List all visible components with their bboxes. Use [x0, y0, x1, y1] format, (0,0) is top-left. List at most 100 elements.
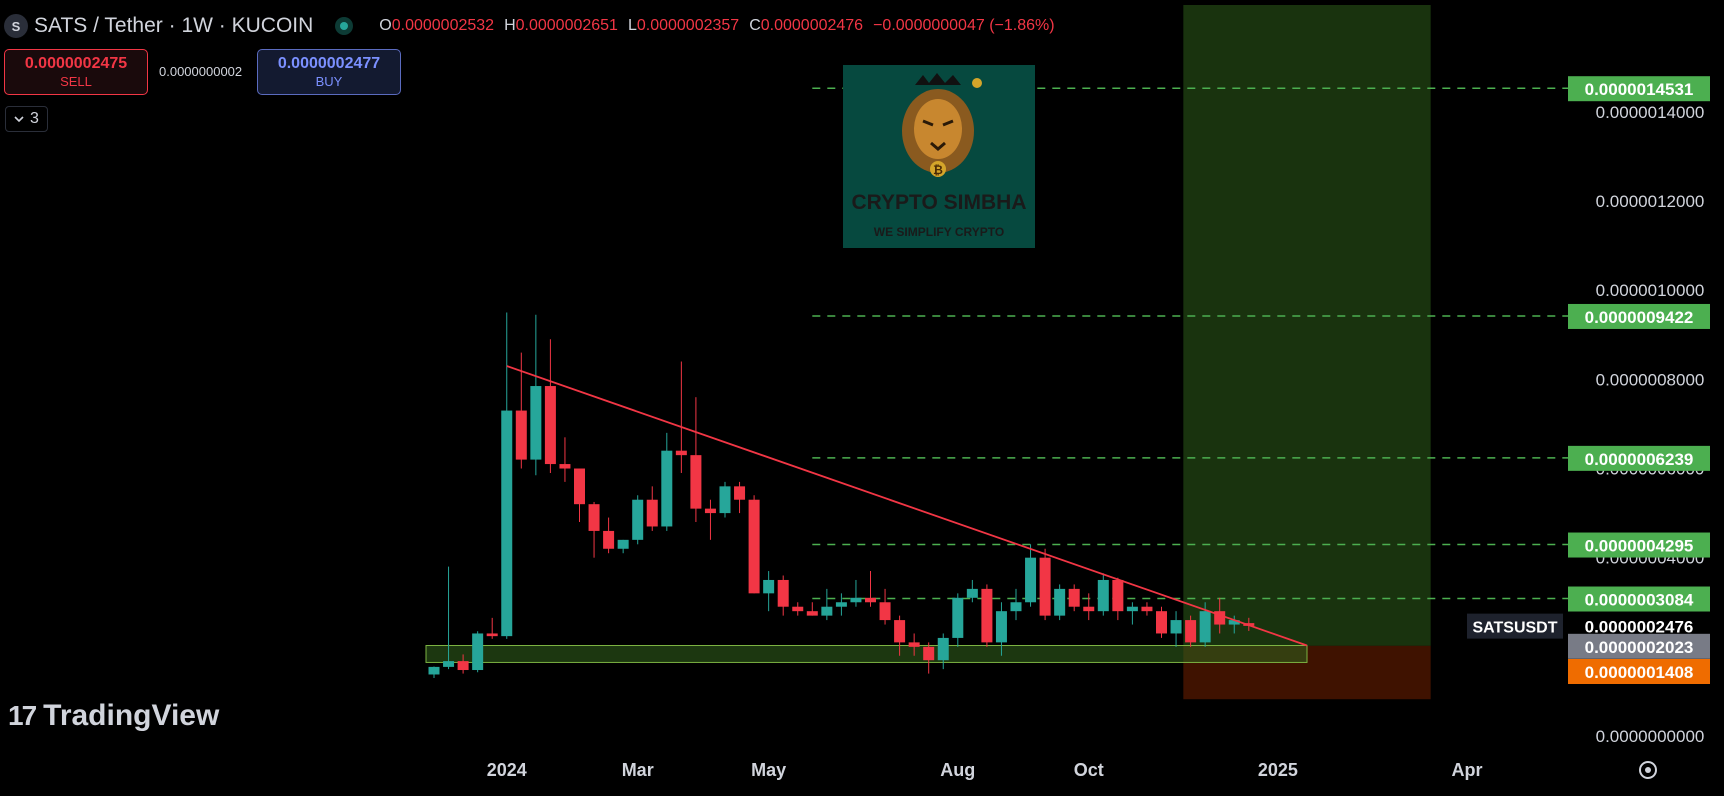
chevron-down-icon — [14, 116, 24, 123]
open-value: 0.0000002532 — [391, 17, 495, 34]
candle-body — [777, 579, 789, 607]
candle-body — [675, 450, 687, 456]
market-status-icon[interactable] — [335, 17, 354, 35]
symbol-badge[interactable]: S — [4, 14, 28, 38]
target-zone — [1183, 5, 1431, 646]
candle-body — [1097, 579, 1109, 612]
symbol-tag: SATSUSDT — [1472, 620, 1557, 637]
candle-body — [763, 579, 775, 594]
ohlc-open: O0.0000002532 — [379, 17, 495, 34]
candle-body — [1083, 606, 1095, 612]
candle-body — [937, 637, 949, 661]
stop-price-tag: 0.0000001408 — [1568, 659, 1710, 685]
x-tick-label: Mar — [622, 760, 654, 780]
y-tick-label: 0.0000012000 — [1596, 192, 1705, 211]
support-zone — [425, 645, 1308, 663]
candle-body — [952, 597, 964, 638]
symbol-tag-bg — [1467, 613, 1563, 639]
stop-price-tag-bg — [1568, 659, 1710, 685]
candle-body — [865, 597, 876, 603]
candle-body — [457, 661, 469, 671]
candle-body — [574, 468, 585, 505]
x-tick-label: May — [751, 760, 786, 780]
sell-label: SELL — [60, 74, 92, 89]
y-tick-label: 0.0000008000 — [1596, 370, 1705, 389]
symbol-title[interactable]: SATS / Tether · 1W · KUCOIN — [34, 14, 314, 37]
candle-body — [850, 597, 862, 603]
candle-body — [1228, 620, 1240, 625]
candle-body — [1068, 588, 1080, 607]
buy-button[interactable]: 0.0000002477 BUY — [257, 49, 401, 95]
candle-body — [544, 386, 556, 465]
candle-body — [1025, 557, 1037, 603]
logo-title: CRYPTO SIMBHA — [851, 191, 1027, 214]
spread-value: 0.0000000002 — [159, 64, 243, 79]
gear-icon[interactable] — [1639, 761, 1657, 779]
descending-trendline — [506, 365, 1308, 647]
entry-price-tag-bg — [1568, 633, 1710, 659]
target-price-tag-3: 0.0000006239 — [1568, 445, 1710, 471]
stop-price-tag-text: 0.0000001408 — [1585, 663, 1694, 682]
chart-header: S SATS / Tether · 1W · KUCOIN O0.0000002… — [4, 12, 1055, 40]
candle-body — [559, 464, 571, 469]
candle-body — [1112, 579, 1124, 612]
target-price-tag-5-bg — [1568, 586, 1710, 612]
target-price-tag-1-bg — [1568, 76, 1710, 102]
x-tick-label: Oct — [1074, 760, 1104, 780]
tradingview-brand[interactable]: 17 TradingView — [8, 699, 219, 733]
candle-body — [1170, 620, 1182, 634]
candle-body — [748, 499, 760, 594]
target-price-tag-4-bg — [1568, 532, 1710, 558]
entry-price-tag-text: 0.0000002023 — [1585, 638, 1694, 657]
tradingview-logo-icon: 17 — [8, 700, 37, 731]
entry-price-tag: 0.0000002023 — [1568, 633, 1710, 659]
candle-body — [1054, 588, 1066, 616]
target-price-tag-3-text: 0.0000006239 — [1585, 450, 1694, 469]
y-tick-label: 0.0000010000 — [1596, 281, 1705, 300]
candle-body — [1126, 606, 1138, 612]
candle-body — [1010, 602, 1022, 612]
candle-body — [515, 410, 527, 460]
candle-body — [981, 588, 993, 643]
candle-body — [1185, 620, 1197, 643]
target-price-tag-1: 0.0000014531 — [1568, 76, 1710, 102]
low-value: 0.0000002357 — [636, 17, 740, 34]
candle-body — [1214, 611, 1226, 625]
x-tick-label: 2024 — [487, 760, 527, 780]
indicators-toggle[interactable]: 3 — [5, 106, 48, 132]
target-price-tag-5-text: 0.0000003084 — [1585, 591, 1694, 610]
target-price-tag-1-text: 0.0000014531 — [1585, 80, 1694, 99]
candle-body — [879, 602, 891, 621]
target-price-tag-2-bg — [1568, 303, 1710, 329]
ohlc-close: C0.0000002476 — [749, 17, 864, 34]
candle-body — [995, 611, 1007, 643]
candle-body — [1199, 611, 1211, 643]
y-tick-label: 0.0000000000 — [1596, 727, 1705, 746]
y-tick-label: 0.0000014000 — [1596, 103, 1705, 122]
target-price-tag-4-text: 0.0000004295 — [1585, 537, 1694, 556]
price-change: −0.0000000047 (−1.86%) — [873, 17, 1055, 34]
ohlc-low: L0.0000002357 — [627, 17, 740, 34]
candle-body — [966, 588, 978, 598]
candle-body — [588, 504, 600, 531]
target-price-tag-3-bg — [1568, 445, 1710, 471]
sell-button[interactable]: 0.0000002475 SELL — [4, 49, 148, 95]
crypto-simbha-logo: ₿ CRYPTO SIMBHA WE SIMPLIFY CRYPTO — [843, 65, 1035, 248]
candle-body — [734, 486, 746, 500]
target-price-tag-2-text: 0.0000009422 — [1585, 308, 1694, 327]
lion-icon: ₿ — [902, 73, 982, 177]
candle-body — [661, 450, 673, 527]
candle-body — [632, 499, 644, 540]
x-tick-label: Aug — [940, 760, 975, 780]
candle-body — [617, 539, 629, 549]
ohlc-high: H0.0000002651 — [504, 17, 618, 34]
candle-body — [719, 486, 731, 514]
candle-body — [835, 602, 847, 607]
candle-body — [472, 633, 484, 671]
buy-label: BUY — [315, 74, 343, 89]
indicator-count: 3 — [30, 110, 39, 127]
gear-ring — [1639, 761, 1657, 779]
candle-body — [646, 499, 658, 527]
x-tick-label: Apr — [1452, 760, 1483, 780]
